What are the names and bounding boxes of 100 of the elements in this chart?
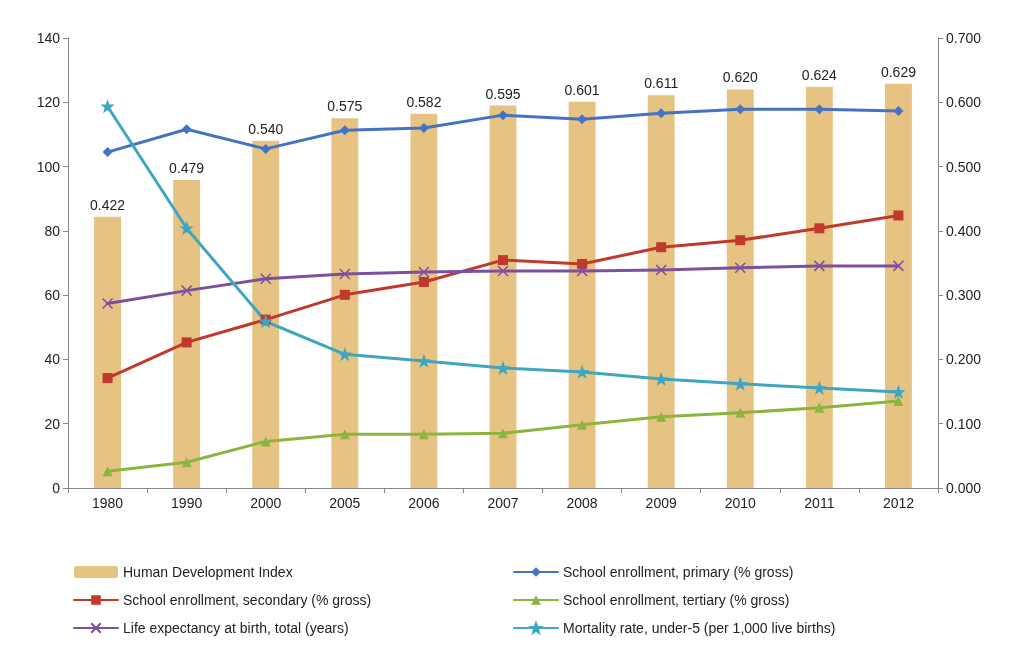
- point: [102, 147, 113, 158]
- x-tick-label: 2011: [804, 495, 835, 511]
- x-tick-label: 2006: [408, 495, 440, 511]
- point: [418, 355, 430, 367]
- y-tick-label: 60: [44, 287, 61, 304]
- data-label: 0.422: [90, 196, 126, 213]
- data-label: 0.595: [485, 85, 521, 102]
- point: [655, 264, 667, 276]
- x-tick-label: 2000: [250, 495, 282, 511]
- y2-tick-label: 0.200: [946, 351, 982, 368]
- point: [655, 373, 667, 385]
- point: [418, 429, 429, 440]
- point: [893, 210, 904, 221]
- x-tick-label: 2012: [882, 495, 915, 511]
- point: [101, 297, 114, 310]
- y2-tick-label: 0.300: [946, 287, 982, 304]
- data-label: 0.540: [248, 120, 284, 137]
- point: [814, 223, 825, 234]
- x-tick-label: 2010: [724, 495, 757, 511]
- point: [497, 362, 509, 374]
- x-tick-label: 2009: [645, 495, 677, 511]
- point: [735, 104, 746, 115]
- point: [813, 382, 826, 394]
- bar: [489, 105, 517, 488]
- y2-tick-label: 0.400: [946, 222, 982, 239]
- point: [259, 273, 272, 285]
- bar: [885, 83, 912, 488]
- data-label: 0.601: [564, 81, 600, 98]
- point: [418, 276, 429, 287]
- point: [101, 100, 114, 113]
- bar: [805, 86, 833, 488]
- bar: [252, 140, 280, 488]
- data-label: 0.479: [169, 160, 205, 177]
- bar: [410, 113, 438, 488]
- y-tick-label: 0: [52, 480, 61, 496]
- point: [339, 429, 350, 440]
- point: [498, 255, 508, 266]
- point: [418, 266, 430, 278]
- legend-label: Human Development Index: [123, 564, 293, 580]
- y2-tick-label: 0.700: [946, 30, 982, 46]
- point: [656, 411, 667, 422]
- point: [339, 289, 350, 300]
- point: [181, 337, 192, 348]
- bar: [568, 101, 596, 488]
- point: [260, 143, 271, 154]
- point: [181, 457, 192, 468]
- x-tick-label: 2008: [566, 495, 598, 511]
- bar: [331, 118, 359, 488]
- point: [181, 124, 192, 135]
- legend-label: Mortality rate, under-5 (per 1,000 live births): [563, 620, 836, 636]
- x-tick-label: 1990: [171, 495, 203, 511]
- point: [893, 395, 904, 406]
- legend-label: School enrollment, secondary (% gross): [123, 592, 372, 608]
- point: [576, 265, 588, 277]
- point: [893, 105, 904, 116]
- data-label: 0.582: [406, 93, 442, 110]
- point: [260, 436, 271, 447]
- data-label: 0.575: [327, 98, 363, 115]
- point: [180, 222, 193, 235]
- y-tick-label: 20: [44, 415, 61, 432]
- point: [498, 428, 508, 439]
- x-tick-label: 2007: [487, 495, 519, 511]
- data-label: 0.611: [644, 75, 679, 92]
- y2-tick-label: 0.000: [946, 480, 982, 496]
- point: [813, 260, 826, 272]
- legend-label: Life expectancy at birth, total (years): [123, 620, 349, 636]
- x-tick-label: 2005: [329, 495, 361, 511]
- point: [892, 260, 905, 272]
- point: [656, 242, 667, 253]
- x-tick-label: 1980: [91, 495, 124, 511]
- y-tick-label: 80: [44, 222, 61, 239]
- bar: [173, 180, 201, 488]
- bar: [94, 216, 121, 488]
- point: [734, 262, 747, 274]
- point: [339, 268, 351, 280]
- y-tick-label: 140: [36, 30, 61, 46]
- point: [339, 125, 350, 136]
- point: [180, 284, 193, 297]
- y-tick-label: 100: [36, 158, 61, 175]
- data-label: 0.620: [722, 69, 758, 86]
- point: [102, 373, 113, 384]
- point: [498, 110, 508, 121]
- legend-label: School enrollment, primary (% gross): [563, 564, 794, 580]
- y-tick-label: 120: [36, 94, 61, 111]
- data-label: 0.629: [880, 63, 917, 80]
- point: [339, 348, 351, 361]
- point: [497, 265, 509, 277]
- y-tick-label: 40: [44, 351, 61, 368]
- point: [102, 466, 113, 477]
- bar: [726, 89, 754, 488]
- point: [735, 407, 746, 418]
- point: [735, 235, 746, 246]
- y2-tick-label: 0.600: [946, 94, 982, 111]
- y2-tick-label: 0.500: [946, 158, 982, 175]
- y2-tick-label: 0.100: [946, 415, 982, 432]
- legend-label: School enrollment, tertiary (% gross): [563, 592, 790, 608]
- point: [814, 402, 825, 413]
- data-label: 0.624: [801, 66, 838, 83]
- bar: [647, 95, 675, 488]
- point: [577, 419, 588, 430]
